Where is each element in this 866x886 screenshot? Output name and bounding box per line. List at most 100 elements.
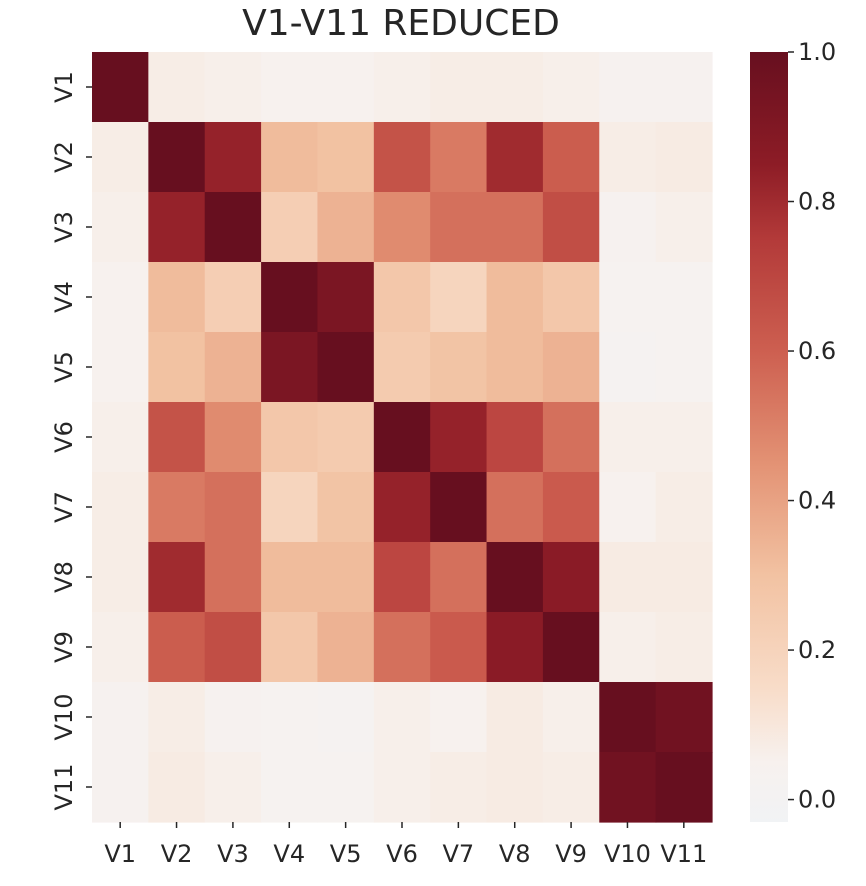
- heatmap-cell: [204, 682, 262, 753]
- heatmap-cell: [599, 402, 657, 473]
- heatmap-cell: [486, 682, 544, 753]
- y-tick-label: V9: [50, 631, 78, 663]
- heatmap-cell: [92, 752, 149, 823]
- heatmap-cell: [373, 402, 431, 473]
- heatmap-cell: [317, 752, 375, 823]
- heatmap-cell: [655, 542, 713, 613]
- heatmap-cell: [599, 752, 657, 823]
- heatmap-cell: [542, 612, 600, 683]
- heatmap-cell: [655, 52, 713, 123]
- heatmap-cell: [655, 192, 713, 263]
- heatmap-cell: [486, 472, 544, 543]
- heatmap-cell: [430, 612, 488, 683]
- colorbar-tick-label: 0.6: [798, 337, 836, 365]
- y-tick-label: V5: [50, 351, 78, 383]
- heatmap-cell: [204, 472, 262, 543]
- y-tick-label: V4: [50, 281, 78, 313]
- y-tick-label: V3: [50, 211, 78, 243]
- heatmap-cell: [148, 542, 206, 613]
- heatmap-cell: [204, 122, 262, 193]
- heatmap-cell: [92, 122, 149, 193]
- y-tick-label: V8: [50, 561, 78, 593]
- colorbar: 0.0 0.2 0.4 0.6 0.8 1.0: [750, 38, 836, 822]
- heatmap-cell: [430, 542, 488, 613]
- heatmap-cell: [655, 612, 713, 683]
- heatmap-cell: [655, 472, 713, 543]
- colorbar-tick-label: 0.2: [798, 636, 836, 664]
- heatmap-cell: [430, 402, 488, 473]
- heatmap-cell: [486, 192, 544, 263]
- heatmap-cell: [486, 332, 544, 403]
- heatmap-cell: [655, 122, 713, 193]
- heatmap-cell: [317, 262, 375, 333]
- heatmap-cell: [430, 752, 488, 823]
- heatmap-cell: [542, 262, 600, 333]
- heatmap-cell: [317, 52, 375, 123]
- heatmap-cell: [92, 262, 149, 333]
- y-tick-label: V11: [50, 764, 78, 811]
- heatmap-cell: [542, 52, 600, 123]
- x-tick-label: V6: [386, 840, 418, 868]
- heatmap-cell: [92, 192, 149, 263]
- heatmap-cell: [148, 752, 206, 823]
- heatmap-cell: [204, 542, 262, 613]
- heatmap-cell: [373, 472, 431, 543]
- y-tick-label: V10: [50, 694, 78, 741]
- heatmap-cell: [430, 472, 488, 543]
- y-tick-label: V6: [50, 421, 78, 453]
- heatmap-cell: [204, 192, 262, 263]
- x-tick-label: V4: [273, 840, 305, 868]
- heatmap-cell: [261, 682, 319, 753]
- heatmap-cell: [373, 192, 431, 263]
- heatmap-cell: [261, 192, 319, 263]
- heatmap-cell: [373, 542, 431, 613]
- x-tick-label: V8: [499, 840, 531, 868]
- heatmap-cell: [486, 752, 544, 823]
- heatmap-cell: [317, 332, 375, 403]
- heatmap-cell: [599, 542, 657, 613]
- heatmap-cell: [204, 332, 262, 403]
- heatmap-cell: [204, 752, 262, 823]
- heatmap-cell: [542, 192, 600, 263]
- y-tick-label: V1: [50, 71, 78, 103]
- heatmap-cell: [599, 332, 657, 403]
- x-tick-label: V3: [217, 840, 249, 868]
- chart-title: V1-V11 REDUCED: [242, 3, 560, 44]
- heatmap-cell: [92, 682, 149, 753]
- y-tick-label: V2: [50, 141, 78, 173]
- x-tick-label: V7: [443, 840, 475, 868]
- x-tick-label: V1: [104, 840, 136, 868]
- heatmap-cell: [148, 262, 206, 333]
- heatmap-cell: [655, 682, 713, 753]
- heatmap-cell: [204, 402, 262, 473]
- heatmap-cell: [542, 122, 600, 193]
- heatmap-cells: [92, 52, 713, 823]
- x-tick-label: V9: [555, 840, 587, 868]
- heatmap-cell: [317, 472, 375, 543]
- heatmap-cell: [317, 402, 375, 473]
- heatmap-cell: [599, 472, 657, 543]
- heatmap-cell: [373, 682, 431, 753]
- y-axis: V1 V2 V3 V4 V5 V6 V7 V8 V9 V10 V11: [50, 71, 92, 810]
- heatmap-cell: [148, 332, 206, 403]
- heatmap-cell: [599, 52, 657, 123]
- heatmap-cell: [92, 472, 149, 543]
- x-tick-label: V10: [604, 840, 651, 868]
- heatmap-cell: [430, 122, 488, 193]
- heatmap-cell: [317, 122, 375, 193]
- heatmap-cell: [430, 52, 488, 123]
- heatmap-cell: [486, 52, 544, 123]
- heatmap-cell: [655, 332, 713, 403]
- heatmap-cell: [261, 262, 319, 333]
- y-tick-label: V7: [50, 491, 78, 523]
- heatmap-cell: [599, 192, 657, 263]
- heatmap-cell: [148, 402, 206, 473]
- heatmap-cell: [148, 612, 206, 683]
- heatmap-cell: [542, 752, 600, 823]
- heatmap-cell: [261, 542, 319, 613]
- heatmap-cell: [542, 472, 600, 543]
- heatmap-cell: [599, 682, 657, 753]
- heatmap-cell: [430, 262, 488, 333]
- heatmap-cell: [373, 52, 431, 123]
